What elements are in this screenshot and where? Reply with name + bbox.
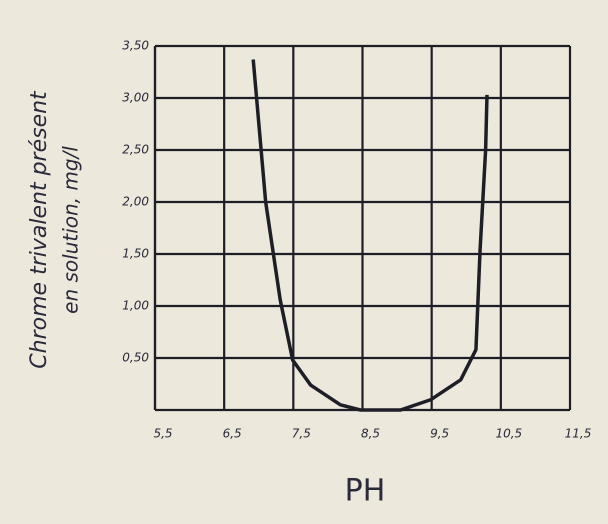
y-axis-label: Chrome trivalent présent: [27, 90, 52, 369]
y-axis-label: en solution, mg/l: [59, 146, 83, 314]
x-tick-label: 11,5: [565, 427, 592, 441]
x-tick-label: 8,5: [361, 427, 380, 441]
x-tick-label: 7,5: [292, 427, 311, 441]
x-tick-label: 5,5: [153, 427, 172, 441]
x-tick-label: 10,5: [495, 427, 522, 441]
y-tick-label: 2,00: [122, 195, 149, 209]
y-tick-label: 1,00: [122, 299, 149, 313]
y-tick-label: 3,50: [122, 39, 149, 53]
x-tick-label: 6,5: [223, 427, 242, 441]
x-tick-label: 9,5: [430, 427, 449, 441]
x-axis-label: PH: [345, 474, 386, 509]
y-tick-label: 0,50: [122, 351, 149, 365]
data-line: [251, 59, 489, 412]
y-tick-label: 3,00: [122, 91, 149, 105]
y-tick-label: 2,50: [122, 143, 149, 157]
y-tick-label: 1,50: [122, 247, 149, 261]
